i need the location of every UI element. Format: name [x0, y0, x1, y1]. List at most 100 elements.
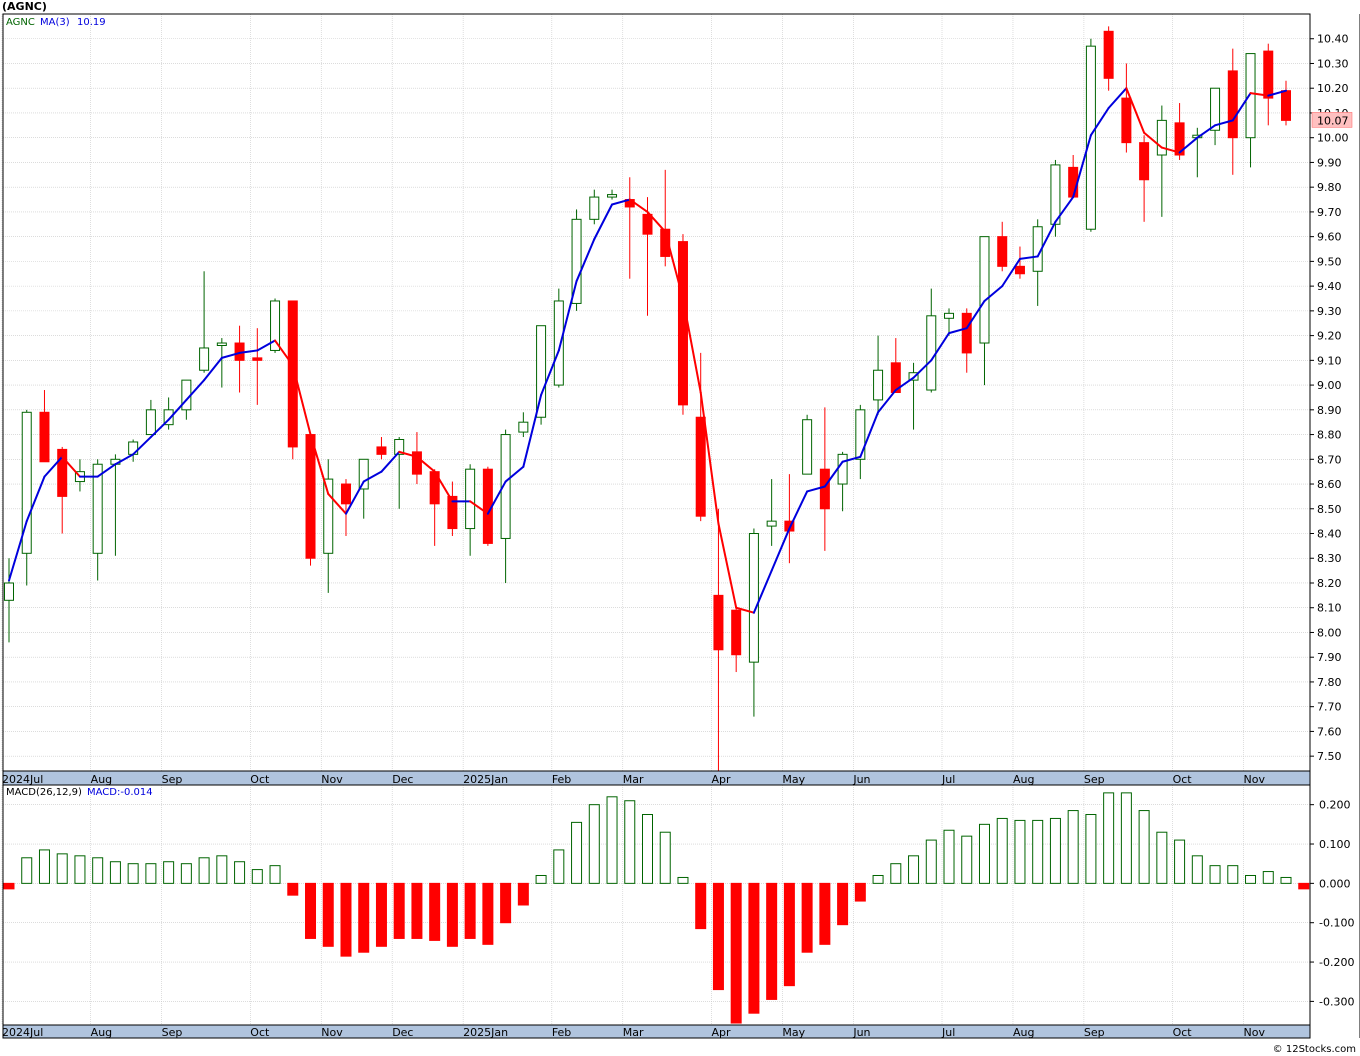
ma-segment — [575, 238, 596, 283]
ma-segment — [61, 455, 81, 478]
ma-segment — [256, 339, 277, 352]
date-axis-label: 2025Jan — [463, 1026, 508, 1039]
macd-bar — [730, 882, 742, 1024]
candle-body — [518, 421, 529, 433]
macd-bar — [393, 882, 405, 939]
ma-segment — [557, 280, 578, 352]
candle-body — [500, 434, 511, 539]
legend-symbol: AGNC — [6, 17, 35, 28]
macd-bar — [446, 882, 458, 947]
macd-bar — [1227, 865, 1239, 884]
price-tick-label: 9.00 — [1317, 379, 1342, 392]
price-tick-label: 7.70 — [1317, 701, 1342, 714]
date-axis-label: Mar — [623, 773, 644, 786]
macd-bar — [1209, 865, 1221, 884]
date-axis-band — [2, 1024, 1311, 1039]
ma-segment — [1160, 146, 1181, 154]
candle-body — [873, 369, 884, 401]
candle-body — [4, 582, 14, 601]
ma-segment — [877, 389, 897, 414]
price-tick-label: 7.90 — [1317, 651, 1342, 664]
macd-bar — [943, 829, 955, 884]
ma-segment — [344, 480, 365, 515]
macd-histogram — [3, 792, 1310, 1024]
macd-bar — [1191, 855, 1203, 884]
macd-bar — [269, 865, 281, 884]
date-axis-label: Jun — [852, 773, 870, 786]
ma-segment — [1143, 131, 1163, 149]
candle-body — [270, 300, 281, 351]
ma-segment — [628, 198, 649, 213]
macd-bar — [854, 882, 866, 902]
macd-tick-label: 0.100 — [1319, 838, 1351, 851]
macd-bar — [1245, 874, 1257, 884]
macd-bar — [429, 882, 441, 941]
date-axis-label: Oct — [1173, 773, 1193, 786]
macd-bar — [553, 849, 565, 884]
candle-body — [340, 483, 351, 505]
candle-body — [358, 458, 369, 490]
ma-segment — [823, 460, 844, 488]
macd-bar — [74, 855, 86, 884]
macd-bar — [1174, 839, 1186, 884]
price-tick-label: 9.90 — [1317, 156, 1342, 169]
candle-body — [1227, 70, 1238, 139]
macd-bar — [517, 882, 529, 906]
date-axis-label: Jul — [941, 773, 955, 786]
price-tick-label: 8.40 — [1317, 528, 1342, 541]
price-tick-label: 9.20 — [1317, 330, 1342, 343]
date-axis-label: Feb — [552, 1026, 571, 1039]
macd-bar — [109, 861, 121, 884]
panel-frames — [2, 13, 1360, 1038]
date-axis-label: 2025Jan — [463, 773, 508, 786]
date-axis-label: Sep — [1084, 773, 1105, 786]
candle-body — [571, 218, 582, 304]
ma-segment — [8, 520, 28, 582]
date-axis-label: 2024Jul — [2, 1026, 43, 1039]
macd-bar — [163, 861, 175, 884]
macd-bar — [1067, 810, 1079, 884]
ma-segment — [1125, 87, 1146, 134]
macd-bar — [145, 863, 157, 884]
macd-bar — [1298, 882, 1310, 890]
ma-segment — [469, 500, 489, 515]
ma-segment — [841, 455, 862, 463]
date-axis-label: Apr — [711, 1026, 731, 1039]
macd-bar — [801, 882, 813, 953]
candle-body — [39, 411, 50, 463]
ma-segment — [274, 339, 294, 367]
date-axis-label: May — [782, 773, 805, 786]
date-axis-label: Nov — [321, 1026, 343, 1039]
candle-body — [465, 468, 476, 530]
candle-body — [216, 342, 227, 346]
last-price-tag: 10.07 — [1311, 112, 1353, 128]
date-axis-label: Nov — [1244, 1026, 1266, 1039]
ma-segment — [1072, 134, 1092, 199]
date-axis-label: Feb — [552, 773, 571, 786]
macd-bar — [216, 855, 228, 884]
date-axis-label: Dec — [392, 773, 413, 786]
candle-body — [961, 312, 972, 354]
macd-bar — [642, 814, 653, 884]
price-tick-label: 7.60 — [1317, 725, 1342, 738]
price-tick-label: 9.80 — [1317, 181, 1342, 194]
macd-tick-label: 0.200 — [1319, 799, 1351, 812]
price-tick-label: 8.00 — [1317, 626, 1342, 639]
candle-body — [163, 409, 174, 426]
ma-segment — [1178, 136, 1199, 154]
macd-bar — [3, 882, 15, 890]
macd-bar — [305, 882, 317, 939]
candle-body — [411, 451, 422, 475]
macd-bar — [606, 796, 618, 884]
date-axis-label: Oct — [250, 773, 270, 786]
price-tick-label: 9.60 — [1317, 231, 1342, 244]
ma-segment — [220, 351, 241, 359]
ma-segment — [930, 332, 951, 362]
date-axis-label: Oct — [1173, 1026, 1193, 1039]
macd-tick-label: -0.300 — [1319, 995, 1354, 1008]
ma-segment — [1054, 196, 1075, 223]
date-axis-label: May — [782, 1026, 805, 1039]
ma-segment — [1018, 255, 1039, 260]
candle-body — [819, 468, 830, 510]
date-axis: 2024Jul Aug Sep Oct Nov Dec 2025Jan Feb Mar Apr Ma… — [2, 770, 1311, 1039]
